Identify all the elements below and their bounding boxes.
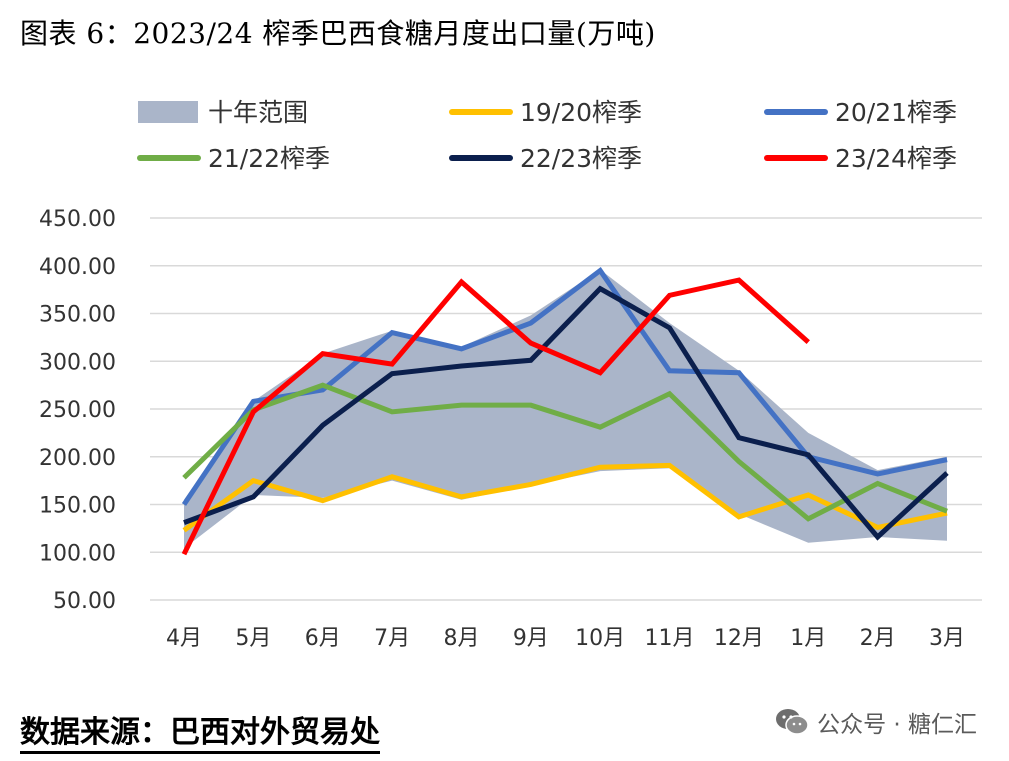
legend-swatch [138, 101, 198, 123]
x-tick-label: 11月 [645, 626, 695, 651]
legend-label: 21/22榨季 [208, 144, 330, 173]
x-tick-label: 2月 [860, 626, 896, 651]
legend-label: 20/21榨季 [835, 98, 957, 127]
watermark-text: 公众号 · 糖仁汇 [817, 712, 977, 738]
x-axis: 4月 5月 6月 7月 8月 9月 10月 11月 12月 1月 2月 3月 [166, 626, 965, 651]
y-tick-label: 350.00 [39, 303, 116, 328]
y-tick-label: 50.00 [53, 589, 116, 614]
legend-label: 十年范围 [208, 98, 308, 127]
x-tick-label: 5月 [235, 626, 271, 651]
y-tick-label: 150.00 [39, 494, 116, 519]
data-source: 数据来源：巴西对外贸易处 [20, 716, 380, 754]
legend: 十年范围 19/20榨季 20/21榨季 21/22榨季 22/23榨季 23/24榨季 [137, 98, 957, 173]
x-tick-label: 12月 [714, 626, 764, 651]
y-tick-label: 300.00 [39, 350, 116, 375]
series-line-19-20榨季 [182, 462, 948, 533]
x-tick-label: 4月 [166, 626, 202, 651]
x-tick-label: 8月 [443, 626, 479, 651]
series-lines [181, 266, 949, 556]
chart-area: 50.00 100.00 150.00 200.00 250.00 300.00 350.0… [39, 98, 982, 651]
x-tick-label: 6月 [305, 626, 341, 651]
wechat-icon [776, 709, 809, 735]
legend-label: 23/24榨季 [835, 144, 957, 173]
x-tick-label: 9月 [513, 626, 549, 651]
series-line-21-22榨季 [182, 382, 948, 522]
legend-label: 19/20榨季 [520, 98, 642, 127]
legend-label: 22/23榨季 [520, 144, 642, 173]
y-tick-label: 250.00 [39, 398, 116, 423]
y-tick-label: 100.00 [39, 541, 116, 566]
y-axis: 50.00 100.00 150.00 200.00 250.00 300.00 350.0… [39, 207, 116, 614]
y-tick-label: 200.00 [39, 446, 116, 471]
watermark: 公众号 · 糖仁汇 [775, 705, 977, 739]
y-tick-label: 450.00 [39, 207, 116, 232]
x-tick-label: 10月 [575, 626, 625, 651]
x-tick-label: 3月 [929, 626, 965, 651]
y-tick-label: 400.00 [39, 255, 116, 280]
series-line-22-23榨季 [183, 285, 949, 541]
series-line-23-24榨季 [181, 277, 810, 556]
chart-title: 图表 6：2023/24 榨季巴西食糖月度出口量(万吨) [20, 17, 656, 50]
x-tick-label: 7月 [374, 626, 410, 651]
x-tick-label: 1月 [790, 626, 826, 651]
